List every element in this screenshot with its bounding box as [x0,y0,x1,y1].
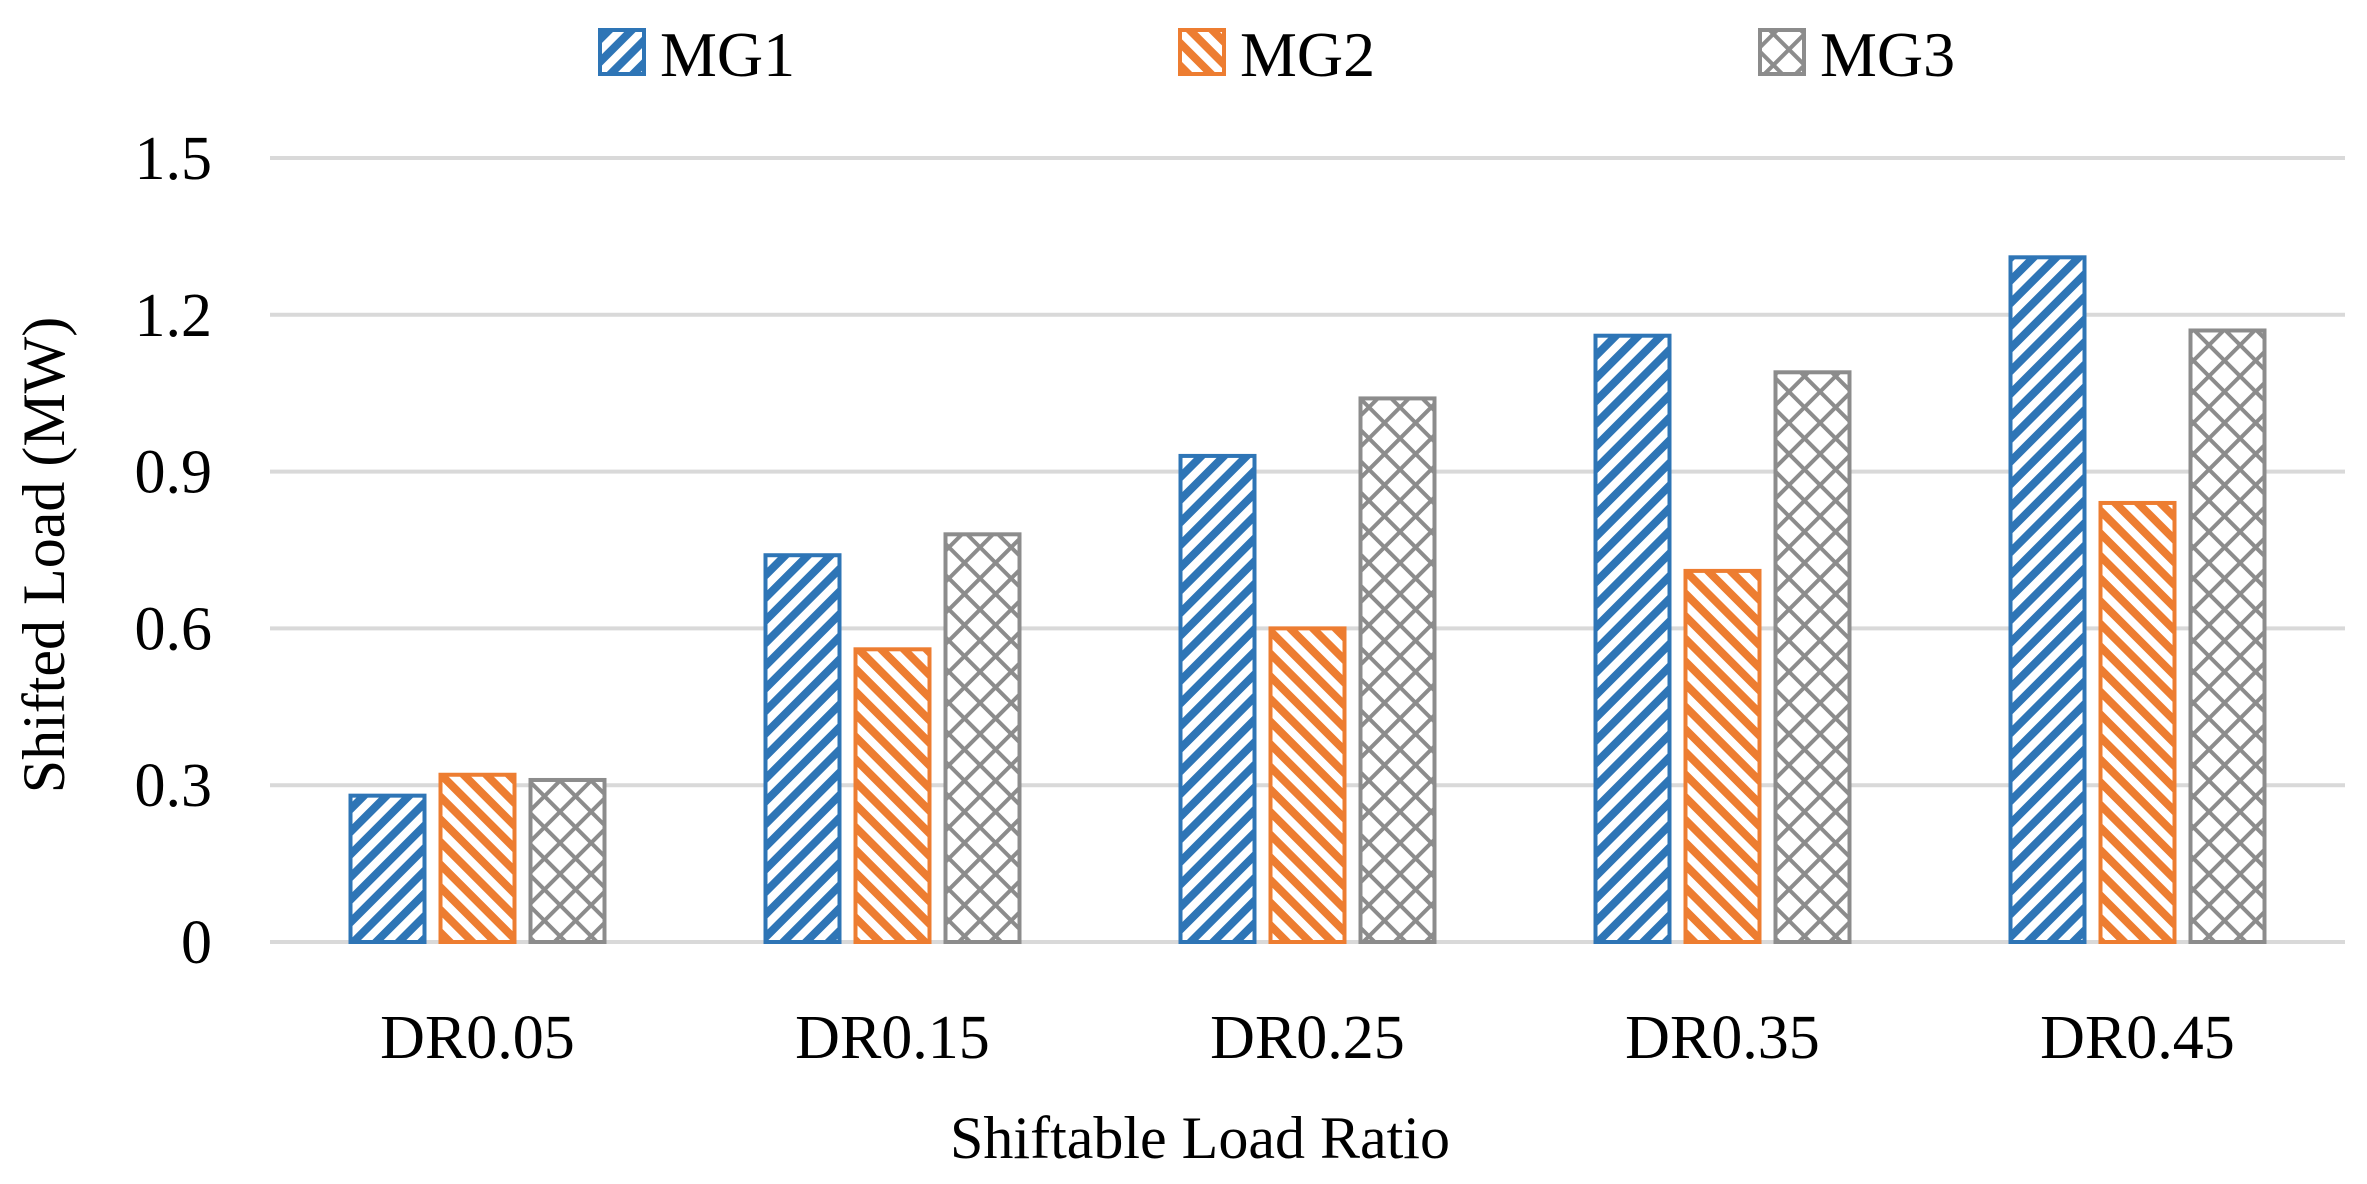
bar-mg2-dr0-45 [2098,500,2177,944]
bar-mg1-dr0-45 [2008,255,2087,945]
bar-mg2-dr0-25 [1268,626,1347,945]
legend: MG1 MG2 MG3 [598,19,1955,90]
bar-mg1-dr0-15 [763,553,842,945]
bar-mg1-dr0-25 [1178,453,1257,944]
bar-mg3-dr0-15 [943,532,1022,944]
bar-mg1-dr0-05 [348,793,427,944]
y-tick-label: 0 [181,909,212,977]
x-category-label: DR0.25 [1210,1004,1405,1072]
y-tick-label: 0.6 [135,595,213,663]
bar-mg2-dr0-05 [438,772,517,944]
legend-label-mg2: MG2 [1240,19,1375,90]
x-category-label: DR0.05 [380,1004,575,1072]
bar-mg3-dr0-45 [2188,328,2267,945]
legend-label-mg3: MG3 [1820,19,1955,90]
x-category-label: DR0.35 [1625,1004,1820,1072]
legend-label-mg1: MG1 [660,19,795,90]
y-tick-label: 1.5 [135,125,213,193]
bar-mg3-dr0-25 [1358,396,1437,944]
x-category-label: DR0.15 [795,1004,990,1072]
y-axis-title: Shifted Load (MW) [11,317,77,794]
bar-mg2-dr0-35 [1683,568,1762,944]
y-tick-label: 1.2 [135,282,213,350]
y-tick-label: 0.3 [135,752,213,820]
x-category-label: DR0.45 [2040,1004,2235,1072]
bar-mg3-dr0-05 [528,777,607,944]
legend-swatch-mg3 [1758,28,1806,76]
legend-swatch-mg1 [598,28,646,76]
y-tick-label: 0.9 [135,439,213,507]
bar-mg2-dr0-15 [853,647,932,944]
x-axis-category-labels: DR0.05 DR0.15 DR0.25 DR0.35 DR0.45 [380,1004,2235,1072]
bar-mg3-dr0-35 [1773,370,1852,944]
bar-mg1-dr0-35 [1593,333,1672,944]
legend-swatch-mg2 [1178,28,1226,76]
bars [348,255,2267,945]
y-axis-tick-labels: 0 0.3 0.6 0.9 1.2 1.5 [135,125,213,977]
x-axis-title: Shiftable Load Ratio [950,1105,1450,1171]
